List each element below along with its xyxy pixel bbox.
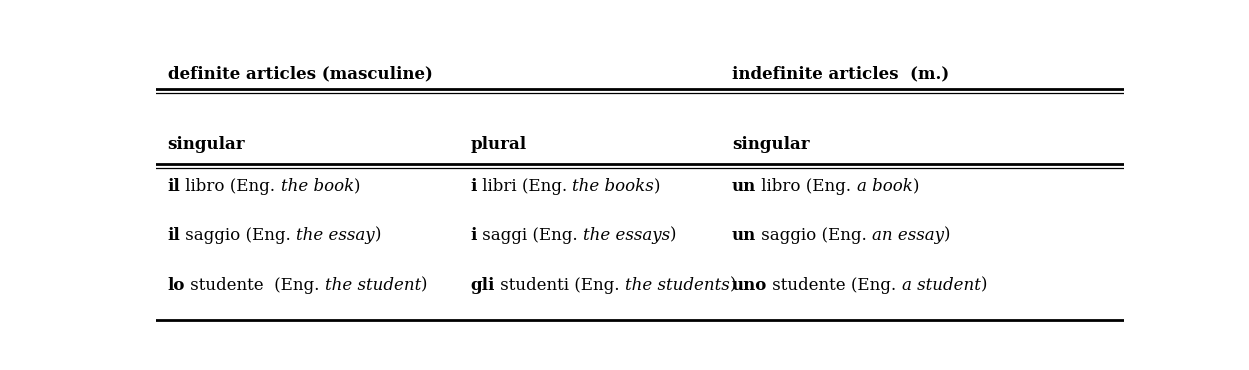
Text: the essays: the essays	[583, 227, 671, 244]
Text: libri (Eng.: libri (Eng.	[477, 178, 572, 195]
Text: saggio (Eng.: saggio (Eng.	[757, 227, 872, 244]
Text: gli: gli	[471, 277, 495, 294]
Text: indefinite articles  (m.): indefinite articles (m.)	[732, 66, 949, 83]
Text: il: il	[167, 178, 181, 195]
Text: libro (Eng.: libro (Eng.	[757, 178, 857, 195]
Text: singular: singular	[167, 136, 245, 152]
Text: ): )	[671, 227, 677, 244]
Text: saggi (Eng.: saggi (Eng.	[477, 227, 583, 244]
Text: the books: the books	[572, 178, 654, 195]
Text: the students: the students	[624, 277, 729, 294]
Text: an essay: an essay	[872, 227, 944, 244]
Text: i: i	[471, 227, 477, 244]
Text: ): )	[421, 277, 427, 294]
Text: lo: lo	[167, 277, 185, 294]
Text: il: il	[167, 227, 181, 244]
Text: a book: a book	[857, 178, 913, 195]
Text: studente (Eng.: studente (Eng.	[767, 277, 902, 294]
Text: the book: the book	[281, 178, 353, 195]
Text: studente  (Eng.: studente (Eng.	[185, 277, 325, 294]
Text: singular: singular	[732, 136, 809, 152]
Text: ): )	[353, 178, 361, 195]
Text: un: un	[732, 227, 757, 244]
Text: i: i	[471, 178, 477, 195]
Text: definite articles (masculine): definite articles (masculine)	[167, 66, 432, 83]
Text: libro (Eng.: libro (Eng.	[181, 178, 281, 195]
Text: the essay: the essay	[296, 227, 375, 244]
Text: ): )	[654, 178, 661, 195]
Text: plural: plural	[471, 136, 527, 152]
Text: ): )	[375, 227, 382, 244]
Text: un: un	[732, 178, 757, 195]
Text: the student: the student	[325, 277, 421, 294]
Text: studenti (Eng.: studenti (Eng.	[495, 277, 624, 294]
Text: ): )	[913, 178, 919, 195]
Text: uno: uno	[732, 277, 767, 294]
Text: a student: a student	[902, 277, 980, 294]
Text: saggio (Eng.: saggio (Eng.	[181, 227, 296, 244]
Text: ): )	[944, 227, 950, 244]
Text: ): )	[729, 277, 736, 294]
Text: ): )	[980, 277, 987, 294]
